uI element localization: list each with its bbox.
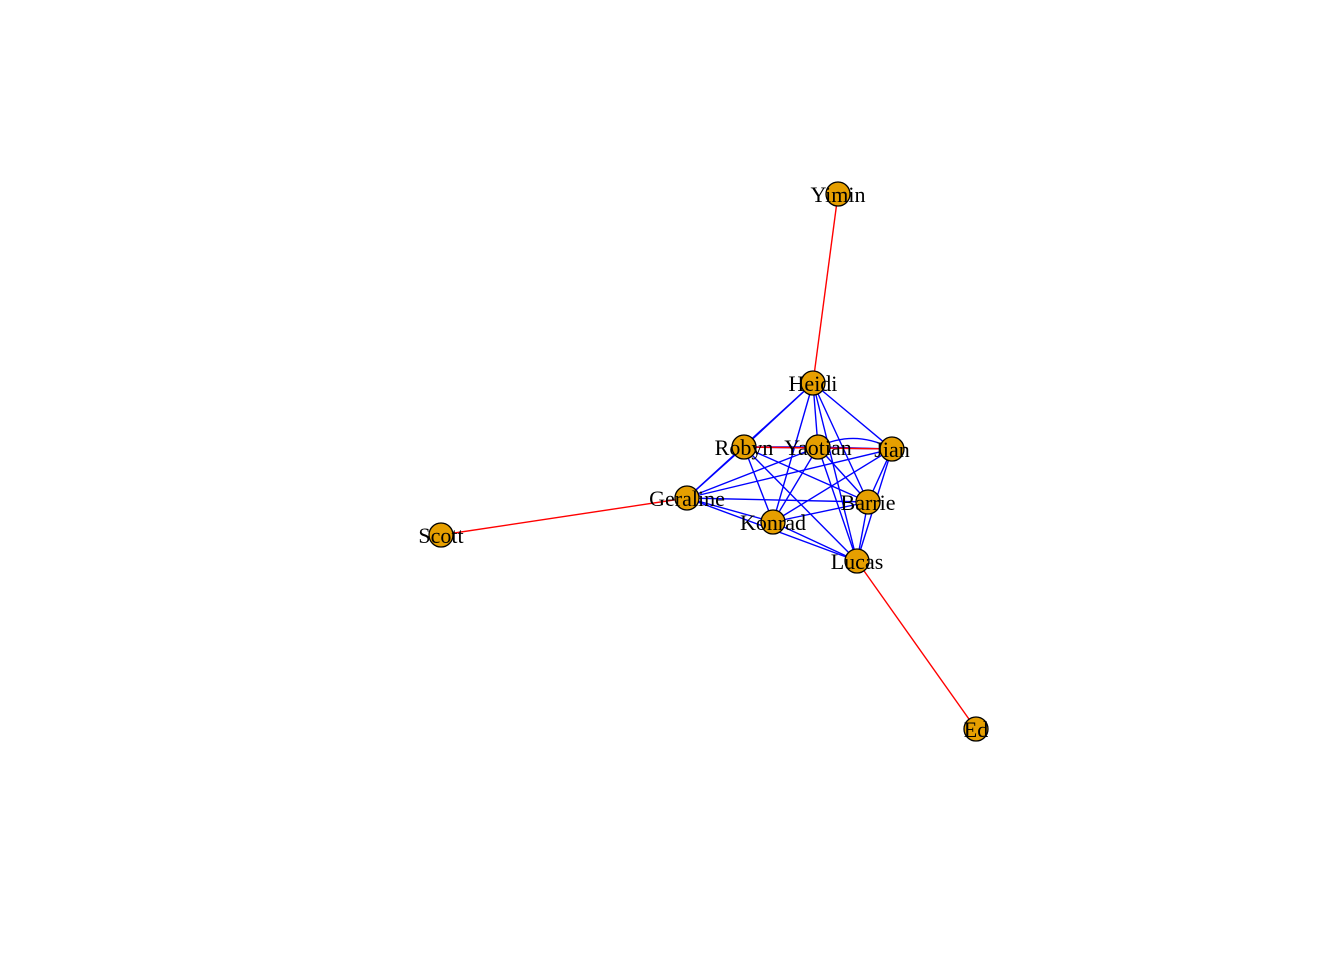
node-label: Scott [418, 523, 463, 548]
node-circle [428, 522, 454, 548]
node-label: Ed [964, 717, 988, 742]
edge-robyn-barrie [743, 446, 869, 503]
edge-jian-konrad [772, 448, 893, 523]
edge-robyn-geraline [686, 446, 745, 499]
node-label: Konrad [740, 510, 806, 535]
node-konrad: Konrad [740, 509, 806, 535]
edge-heidi-konrad [772, 382, 814, 523]
node-circle [731, 434, 757, 460]
node-heidi: Heidi [789, 370, 838, 396]
node-robyn: Robyn [715, 434, 774, 460]
edge-geraline-barrie [686, 497, 869, 503]
edge-robyn-konrad [743, 446, 774, 523]
node-label: Geraline [649, 486, 725, 511]
node-circle [825, 181, 851, 207]
node-circle [760, 509, 786, 535]
node-yaotian: Yaotian [784, 434, 852, 460]
node-label: Barrie [841, 490, 896, 515]
edge-geraline-scott [440, 497, 688, 536]
node-label: Yimin [810, 182, 865, 207]
node-circle [805, 434, 831, 460]
edge-robyn-lucas [743, 446, 858, 562]
node-circle [879, 436, 905, 462]
node-label: Jian [874, 437, 909, 462]
node-yimin: Yimin [810, 181, 866, 207]
edge-jian-geraline [686, 448, 893, 499]
node-circle [855, 489, 881, 515]
edge-lucas-ed [856, 560, 977, 730]
edge-heidi-yimin [812, 193, 839, 384]
node-jian: Jian [874, 436, 910, 462]
node-geraline: Geraline [649, 485, 725, 511]
node-circle [963, 716, 989, 742]
edge-barrie-konrad [772, 501, 869, 523]
node-label: Robyn [715, 435, 774, 460]
node-label: Lucas [831, 549, 884, 574]
edge-heidi-jian [812, 382, 893, 450]
node-scott: Scott [418, 522, 464, 548]
node-ed: Ed [963, 716, 989, 742]
edge-konrad-lucas [772, 521, 858, 562]
edge-geraline-konrad [686, 497, 774, 523]
edge-yaotian-lucas [817, 446, 858, 562]
node-barrie: Barrie [841, 489, 896, 515]
node-lucas: Lucas [831, 548, 884, 574]
edge-heidi-barrie [812, 382, 869, 503]
node-circle [674, 485, 700, 511]
edge-yaotian-geraline [686, 446, 819, 499]
node-label: Yaotian [784, 435, 851, 460]
nodes-layer: Heidi Robyn Yaotian Jian Geraline Barrie Konra… [418, 181, 989, 742]
edge-yaotian-konrad [772, 446, 819, 523]
node-circle [844, 548, 870, 574]
edge-heidi-lucas [812, 382, 858, 562]
node-label: Heidi [789, 371, 838, 396]
node-circle [800, 370, 826, 396]
